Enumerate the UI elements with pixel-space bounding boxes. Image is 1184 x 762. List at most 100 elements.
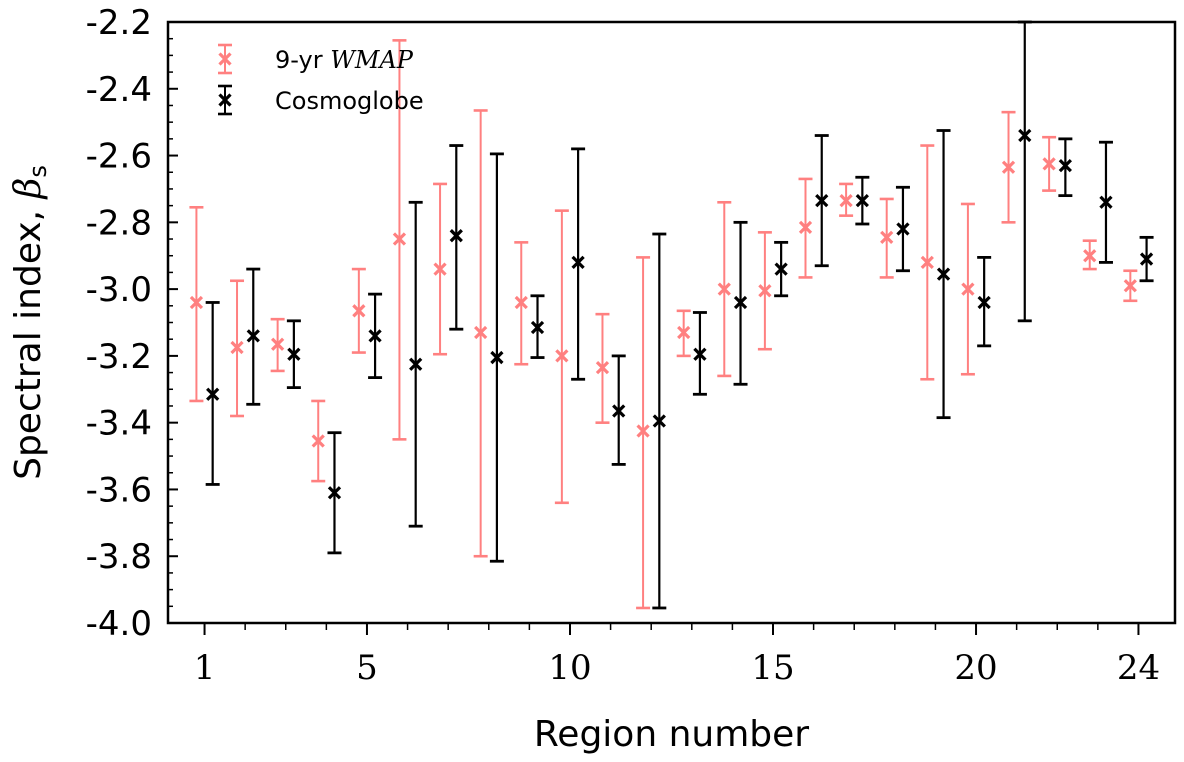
point-s1-11 xyxy=(611,354,626,466)
xtick-label: 24 xyxy=(1117,648,1160,688)
marker-s0-4 xyxy=(311,434,325,448)
point-s0-12 xyxy=(636,256,651,610)
point-s1-13 xyxy=(692,311,707,396)
point-s0-17 xyxy=(839,182,854,217)
point-s1-18 xyxy=(895,185,910,273)
point-s0-5 xyxy=(351,267,366,354)
marker-s0-5 xyxy=(352,304,366,318)
marker-s1-8 xyxy=(490,350,504,365)
point-s1-21 xyxy=(1017,20,1032,323)
marker-s1-18 xyxy=(896,222,910,236)
marker-s1-19 xyxy=(936,267,951,281)
xtick-label: 10 xyxy=(548,648,591,688)
point-s0-21 xyxy=(1001,110,1016,224)
xtick-label: 5 xyxy=(356,648,378,688)
ytick-label: -2.4 xyxy=(86,70,152,110)
point-s0-19 xyxy=(920,144,935,381)
point-s1-17 xyxy=(855,175,870,226)
marker-s1-14 xyxy=(733,295,748,310)
xtick-label: 20 xyxy=(954,648,997,688)
point-s1-2 xyxy=(246,267,261,406)
marker-s0-14 xyxy=(717,282,731,296)
point-s1-3 xyxy=(286,319,301,390)
marker-s1-22 xyxy=(1058,158,1073,173)
marker-s1-5 xyxy=(368,329,382,343)
marker-s1-6 xyxy=(409,357,423,371)
point-s0-9 xyxy=(514,241,529,366)
legend-x-marker xyxy=(218,52,232,66)
marker-s1-2 xyxy=(246,329,260,343)
marker-s0-11 xyxy=(595,360,610,375)
point-s0-24 xyxy=(1123,269,1138,303)
marker-s0-21 xyxy=(1001,160,1016,174)
marker-s1-3 xyxy=(287,347,301,361)
point-s1-19 xyxy=(936,129,951,420)
marker-s1-23 xyxy=(1099,195,1113,209)
point-s1-5 xyxy=(368,292,383,379)
legend-marker-wmap xyxy=(218,43,232,75)
point-s0-15 xyxy=(757,231,772,351)
point-s0-3 xyxy=(270,317,285,373)
point-s1-22 xyxy=(1058,137,1073,198)
point-s1-16 xyxy=(814,134,829,268)
marker-s1-10 xyxy=(571,255,585,270)
marker-s1-15 xyxy=(774,262,788,276)
xtick-label: 1 xyxy=(194,648,216,688)
point-s1-6 xyxy=(408,200,423,528)
point-s1-15 xyxy=(774,240,789,298)
point-s1-23 xyxy=(1098,140,1113,264)
ytick-label: -2.8 xyxy=(86,203,152,243)
point-s0-18 xyxy=(879,197,894,279)
marker-s0-18 xyxy=(880,230,894,244)
point-s1-10 xyxy=(571,147,586,381)
point-s1-14 xyxy=(733,220,748,386)
plot-frame xyxy=(166,20,1177,625)
legend-label-cosmoglobe: Cosmoglobe xyxy=(275,87,424,115)
legend-label-wmap-italic: WMAP xyxy=(330,46,414,74)
ticks-layer: -4.0 -3.8 -3.6 -3.4 -3.2 -3.0 -2.8 -2.6 -2.4 -2.2… xyxy=(86,3,1160,688)
point-s1-4 xyxy=(327,431,342,555)
y-axis-label: Spectral index, βs xyxy=(8,165,52,480)
point-s0-22 xyxy=(1042,135,1057,192)
point-s1-24 xyxy=(1139,235,1154,283)
y-axis-label-symbol: β xyxy=(8,178,49,201)
point-s0-1 xyxy=(189,206,204,403)
marker-s1-21 xyxy=(1018,128,1032,143)
marker-s1-9 xyxy=(530,320,545,335)
marker-s0-16 xyxy=(798,220,813,234)
marker-s0-24 xyxy=(1123,279,1137,293)
marker-s1-11 xyxy=(612,404,626,418)
ytick-label: -2.6 xyxy=(86,137,152,177)
marker-s0-20 xyxy=(961,282,975,296)
legend-label-wmap-prefix: 9-yr xyxy=(275,46,330,74)
legend: 9-yr WMAP Cosmoglobe xyxy=(218,43,424,116)
marker-s1-7 xyxy=(449,229,463,243)
point-s0-14 xyxy=(717,201,732,378)
marker-s0-8 xyxy=(474,325,488,340)
marker-s1-24 xyxy=(1139,252,1154,266)
ytick-label: -4.0 xyxy=(86,604,152,644)
ytick-label: -3.6 xyxy=(86,470,152,510)
point-s1-9 xyxy=(530,294,545,359)
x-axis-label: Region number xyxy=(534,714,809,755)
point-s0-10 xyxy=(554,209,569,505)
marker-s1-1 xyxy=(206,387,220,401)
ytick-label: -3.8 xyxy=(86,537,152,577)
marker-s1-20 xyxy=(977,295,991,310)
ytick-label: -2.2 xyxy=(86,3,152,43)
point-s0-2 xyxy=(230,279,245,418)
marker-s0-6 xyxy=(392,232,407,246)
point-s1-7 xyxy=(449,144,464,331)
marker-s0-7 xyxy=(433,262,447,276)
point-s0-6 xyxy=(392,39,407,441)
point-s0-7 xyxy=(433,182,448,356)
marker-s0-17 xyxy=(839,193,853,208)
marker-s0-13 xyxy=(677,325,691,340)
marker-s0-23 xyxy=(1083,249,1097,263)
marker-s0-3 xyxy=(271,337,285,351)
point-s0-13 xyxy=(676,309,691,358)
y-axis-label-text: Spectral index, xyxy=(8,198,49,479)
marker-s1-13 xyxy=(693,347,707,361)
marker-s0-22 xyxy=(1042,157,1056,171)
marker-s0-1 xyxy=(189,295,204,310)
